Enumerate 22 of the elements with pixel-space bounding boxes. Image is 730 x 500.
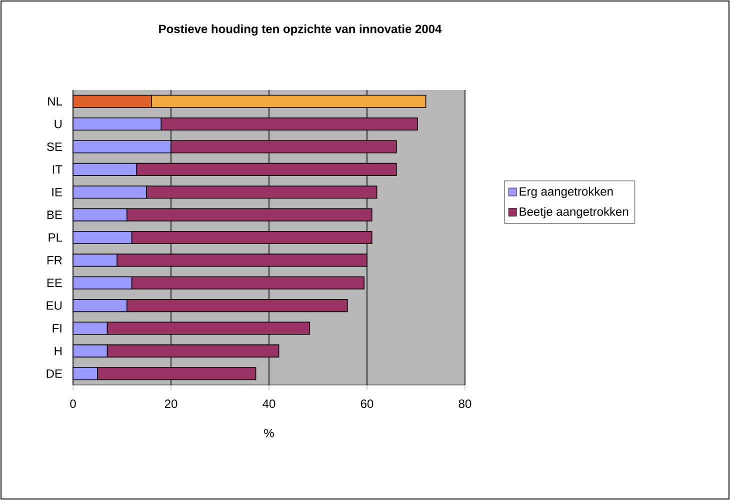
x-tick-label: 20 xyxy=(164,400,178,408)
y-tick-label: BE xyxy=(47,210,62,219)
chart-title: Postieve houding ten opzichte van innovatie 2004 xyxy=(159,24,442,36)
y-tick-label: U xyxy=(54,120,62,128)
y-tick-label: NL xyxy=(48,97,62,106)
x-tick-label: 80 xyxy=(458,400,472,408)
y-tick-label: PL xyxy=(48,233,62,242)
y-tick-label: IT xyxy=(52,165,62,174)
legend-label: Beetje aangetrokken xyxy=(520,207,628,218)
y-tick-label: FI xyxy=(52,324,62,332)
x-tick-label: 60 xyxy=(360,400,374,408)
x-tick-label: 40 xyxy=(262,400,276,408)
y-tick-label: EE xyxy=(47,278,62,288)
y-tick-label: FR xyxy=(47,256,62,264)
y-tick-label: H xyxy=(54,346,62,356)
x-tick-label: 0 xyxy=(70,400,76,408)
y-tick-label: SE xyxy=(47,142,62,151)
y-tick-label: IE xyxy=(52,188,62,196)
y-tick-label: EU xyxy=(46,301,62,310)
legend-label: Erg aangetrokken xyxy=(520,186,613,198)
y-tick-label: DE xyxy=(46,370,62,378)
x-axis-title: % xyxy=(264,428,274,438)
